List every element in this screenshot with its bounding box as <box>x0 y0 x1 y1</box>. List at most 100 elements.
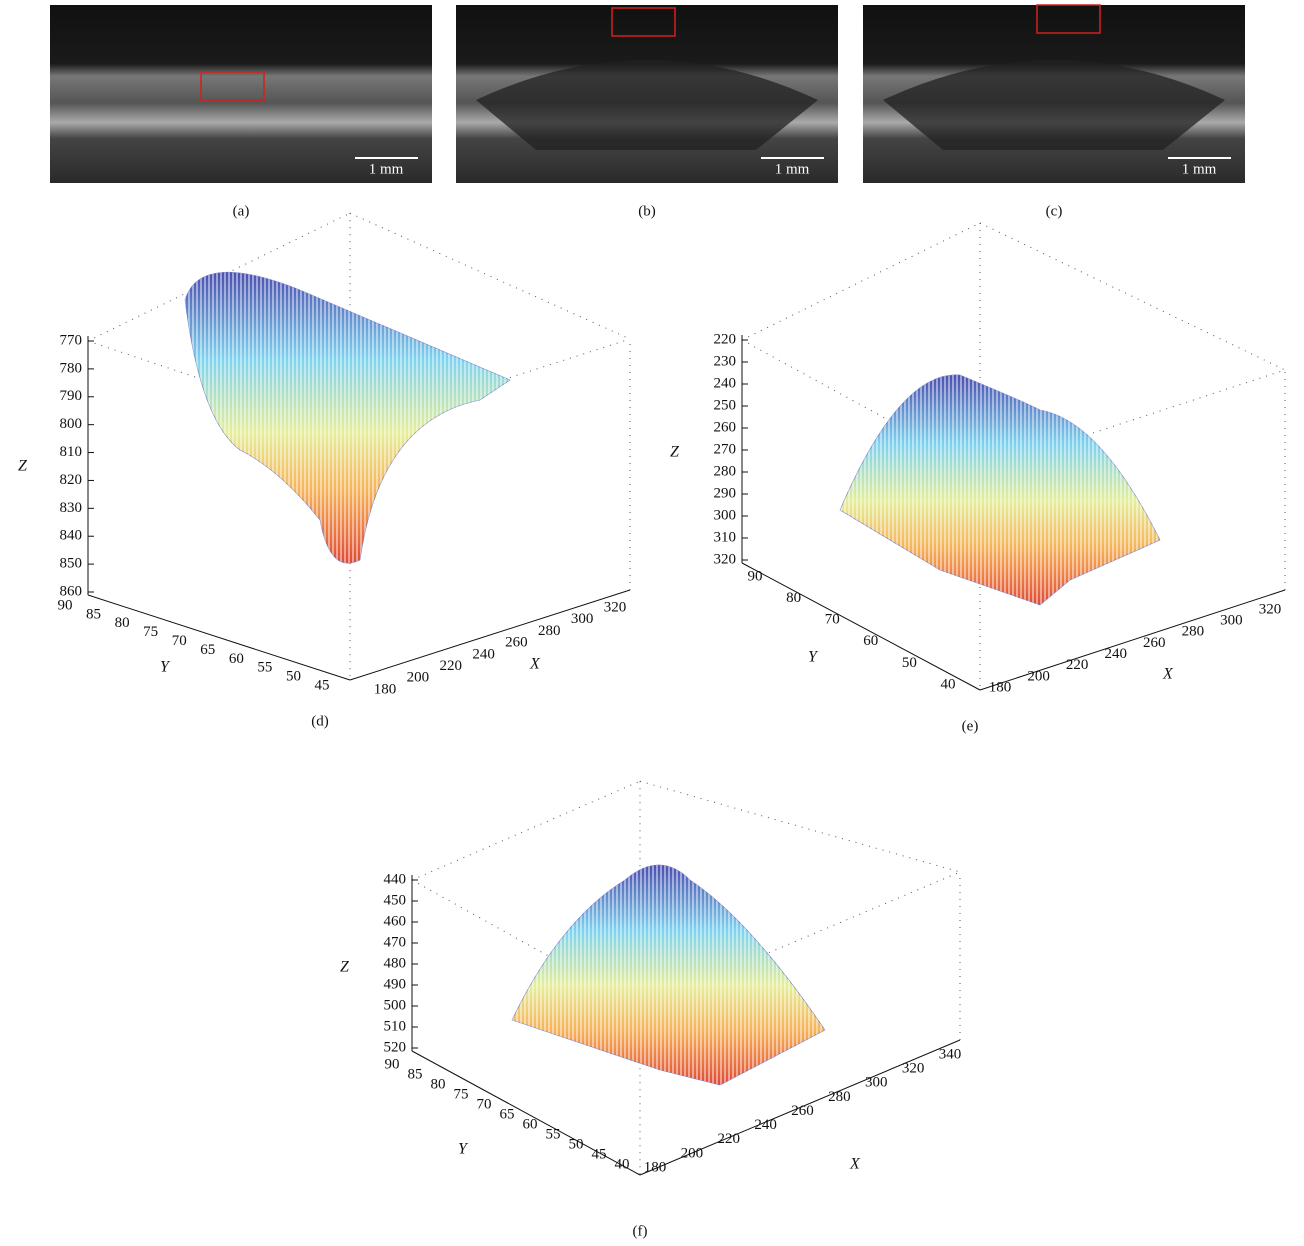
surface-mesh <box>840 374 1160 605</box>
y-tick-label: 50 <box>569 1136 584 1152</box>
z-tick-label: 770 <box>60 332 83 348</box>
surface-mesh <box>512 865 825 1085</box>
y-tick-label: 45 <box>592 1146 607 1162</box>
x-tick-label: 340 <box>939 1046 962 1062</box>
z-tick-label: 230 <box>714 353 737 369</box>
scale-label: 1 mm <box>775 161 810 177</box>
y-tick-label: 85 <box>408 1066 423 1082</box>
z-tick-label: 290 <box>714 485 737 501</box>
y-tick-label: 90 <box>385 1056 400 1072</box>
y-tick-label: 70 <box>172 633 187 649</box>
y-tick-label: 85 <box>86 606 101 622</box>
z-tick-label: 810 <box>60 444 83 460</box>
x-tick-label: 240 <box>754 1117 777 1133</box>
z-tick-label: 280 <box>714 463 737 479</box>
y-tick-label: 65 <box>200 642 215 658</box>
z-tick-label: 300 <box>714 507 737 523</box>
grid-guide <box>639 780 961 873</box>
y-axis-label: Y <box>808 649 819 666</box>
grid-guide <box>979 222 1286 371</box>
x-tick-label: 200 <box>681 1145 704 1161</box>
panel-label: (d) <box>311 713 329 729</box>
y-tick-label: 70 <box>825 612 840 628</box>
z-tick-label: 450 <box>384 892 407 908</box>
y-tick-label: 50 <box>902 655 917 671</box>
y-tick-label: 60 <box>523 1116 538 1132</box>
x-tick-label: 320 <box>1259 601 1282 617</box>
z-tick-label: 310 <box>714 529 737 545</box>
panel-label: (a) <box>233 203 250 219</box>
y-tick-label: 40 <box>941 676 956 692</box>
y-tick-label: 45 <box>315 677 330 693</box>
oct-fluid <box>476 60 818 150</box>
scale-label: 1 mm <box>369 161 404 177</box>
oct-image <box>50 5 432 183</box>
y-tick-label: 75 <box>143 624 158 640</box>
x-axis-label: X <box>1162 666 1174 683</box>
z-tick-label: 220 <box>714 331 737 347</box>
y-tick-label: 60 <box>863 633 878 649</box>
z-tick-label: 800 <box>60 416 83 432</box>
roi-box <box>1036 4 1101 34</box>
y-axis <box>87 594 351 681</box>
x-axis-label: X <box>849 1156 861 1173</box>
x-tick-label: 220 <box>1066 657 1089 673</box>
x-tick-label: 280 <box>828 1089 851 1105</box>
x-tick-label: 260 <box>505 635 528 651</box>
panel-label: (b) <box>638 203 656 219</box>
x-tick-label: 200 <box>407 670 430 686</box>
y-tick-label: 65 <box>500 1106 515 1122</box>
x-tick-label: 200 <box>1027 668 1050 684</box>
y-tick-label: 60 <box>229 651 244 667</box>
x-tick-label: 220 <box>439 658 462 674</box>
z-tick-label: 780 <box>60 360 83 376</box>
z-tick-label: 250 <box>714 397 737 413</box>
grid-guide <box>349 212 631 340</box>
y-tick-label: 80 <box>115 615 130 631</box>
x-tick-label: 180 <box>374 681 397 697</box>
z-tick-label: 790 <box>60 388 83 404</box>
y-axis <box>741 562 981 691</box>
z-tick-label: 850 <box>60 556 83 572</box>
z-tick-label: 470 <box>384 934 407 950</box>
panel-label: (c) <box>1046 203 1063 219</box>
y-tick-label: 80 <box>431 1076 446 1092</box>
z-tick-label: 320 <box>714 551 737 567</box>
z-axis-label: Z <box>670 444 680 461</box>
y-tick-label: 70 <box>477 1096 492 1112</box>
z-tick-label: 240 <box>714 375 737 391</box>
y-tick-label: 50 <box>286 669 301 685</box>
z-tick-label: 830 <box>60 500 83 516</box>
x-tick-label: 180 <box>989 679 1012 695</box>
z-tick-label: 510 <box>384 1018 407 1034</box>
x-tick-label: 300 <box>865 1075 888 1091</box>
y-axis-label: Y <box>160 659 171 676</box>
x-axis <box>349 589 631 681</box>
y-tick-label: 90 <box>58 597 73 613</box>
z-tick-label: 480 <box>384 955 407 971</box>
z-tick-label: 490 <box>384 976 407 992</box>
z-axis-label: Z <box>18 458 28 475</box>
z-axis-label: Z <box>340 959 350 976</box>
x-tick-label: 300 <box>1220 613 1243 629</box>
x-tick-label: 220 <box>718 1131 741 1147</box>
x-axis <box>979 589 1286 691</box>
z-tick-label: 440 <box>384 871 407 887</box>
surface-mesh <box>185 272 510 564</box>
x-axis-label: X <box>529 656 541 673</box>
grid-guide <box>411 780 641 881</box>
oct-fluid <box>883 60 1225 150</box>
y-tick-label: 55 <box>546 1126 561 1142</box>
y-tick-label: 80 <box>786 590 801 606</box>
x-tick-label: 240 <box>1104 646 1127 662</box>
z-tick-label: 500 <box>384 997 407 1013</box>
z-tick-label: 860 <box>60 583 83 599</box>
y-tick-label: 75 <box>454 1086 469 1102</box>
panel-label: (e) <box>962 718 979 734</box>
x-tick-label: 280 <box>1182 624 1205 640</box>
y-axis-label: Y <box>458 1141 469 1158</box>
x-tick-label: 280 <box>538 623 561 639</box>
y-tick-label: 90 <box>748 568 763 584</box>
